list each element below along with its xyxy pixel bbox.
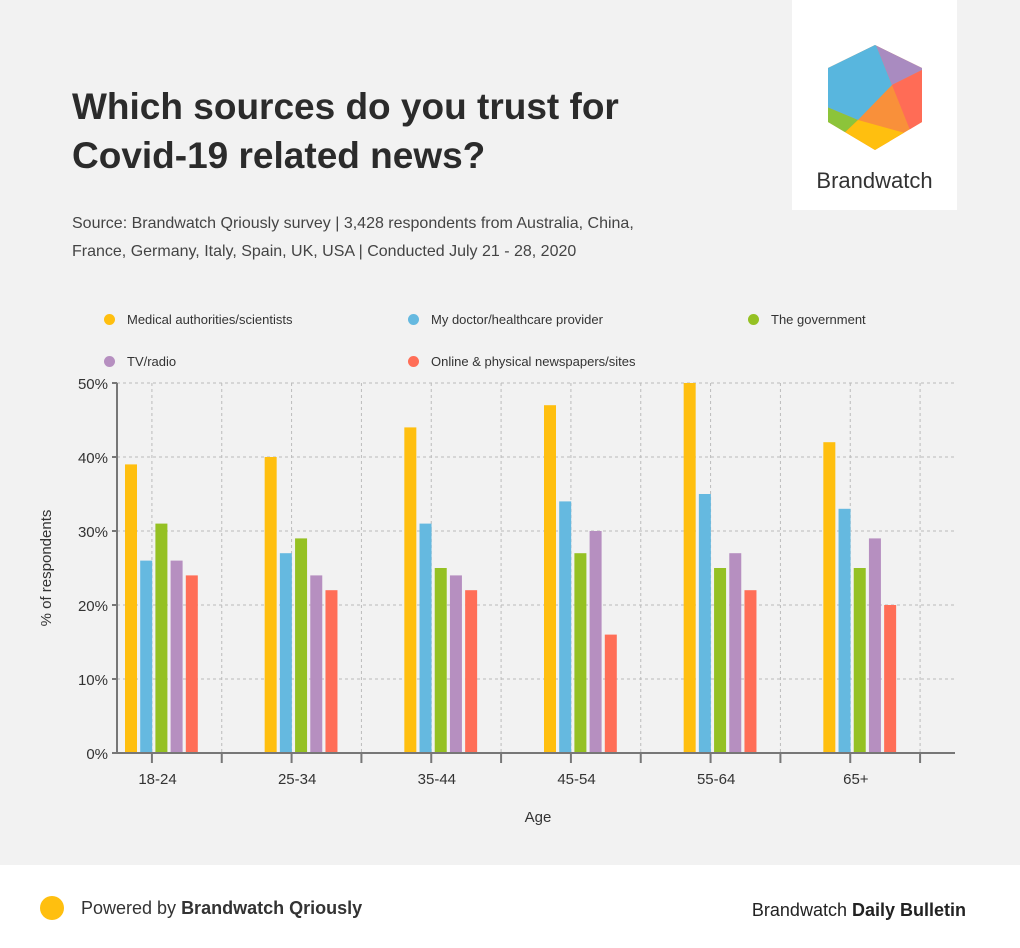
bar-chart: 0% 10% 20% 30% 40% 50% 18-24 25-34 35-44 45-54 55-… <box>38 376 955 826</box>
qriously-dot-icon <box>40 896 64 920</box>
footer: Powered by Brandwatch Qriously Brandwatc… <box>0 865 1020 948</box>
bar-25-34-0 <box>264 457 277 753</box>
legend-label: Online & physical newspapers/sites <box>431 354 636 369</box>
bar-25-34-3 <box>310 575 323 753</box>
bar-65+-0 <box>823 442 836 753</box>
bar-55-64-4 <box>744 590 757 753</box>
bulletin-name: Daily Bulletin <box>851 900 966 920</box>
bar-35-44-1 <box>419 523 432 753</box>
bar-65+-1 <box>838 508 851 753</box>
bar-55-64-2 <box>714 568 727 753</box>
bar-18-24-3 <box>170 560 183 753</box>
legend-swatch <box>408 314 419 325</box>
brandwatch-logo: Brandwatch <box>792 0 957 210</box>
bar-18-24-4 <box>185 575 198 753</box>
x-tick-label: 65+ <box>843 771 869 788</box>
x-tick-label: 35-44 <box>418 771 456 788</box>
y-tick-label: 10% <box>78 672 108 689</box>
legend-label: TV/radio <box>127 354 177 369</box>
bar-25-34-2 <box>295 538 308 753</box>
legend-item-tv: TV/radio <box>104 354 176 369</box>
logo-text: Brandwatch <box>816 168 933 193</box>
x-tick-label: 45-54 <box>557 771 595 788</box>
bulletin-prefix: Brandwatch <box>751 900 852 920</box>
y-tick-label: 0% <box>86 746 108 763</box>
legend-item-newspapers: Online & physical newspapers/sites <box>408 354 636 369</box>
bar-65+-4 <box>884 605 897 753</box>
bar-18-24-1 <box>140 560 153 753</box>
legend-swatch <box>104 314 115 325</box>
bar-35-44-0 <box>404 427 417 753</box>
bar-55-64-3 <box>729 553 742 753</box>
bar-65+-2 <box>853 568 866 753</box>
y-tick-label: 50% <box>78 376 108 393</box>
bar-25-34-4 <box>325 590 338 753</box>
x-tick-label: 55-64 <box>697 771 735 788</box>
legend-swatch <box>104 356 115 367</box>
legend-label: The government <box>771 312 866 327</box>
bar-45-54-2 <box>574 553 587 753</box>
daily-bulletin: Brandwatch Daily Bulletin <box>752 900 966 921</box>
legend-item-medical: Medical authorities/scientists <box>104 312 292 327</box>
bar-35-44-4 <box>465 590 478 753</box>
powered-prefix: Powered by <box>81 898 182 918</box>
x-tick-label: 25-34 <box>278 771 316 788</box>
hexagon-logo-icon <box>828 45 922 150</box>
bar-45-54-3 <box>589 531 602 753</box>
bar-45-54-4 <box>604 634 617 753</box>
legend-item-doctor: My doctor/healthcare provider <box>408 312 603 327</box>
bar-25-34-1 <box>279 553 292 753</box>
bar-35-44-2 <box>434 568 447 753</box>
bar-65+-3 <box>868 538 881 753</box>
page-title: Which sources do you trust for Covid-19 … <box>72 86 619 176</box>
legend-swatch <box>748 314 759 325</box>
bar-18-24-0 <box>125 464 137 753</box>
y-axis-title: % of respondents <box>38 510 55 627</box>
bar-18-24-2 <box>155 523 168 753</box>
x-axis-title: Age <box>525 809 552 826</box>
legend-item-government: The government <box>748 312 866 327</box>
powered-by: Powered by Brandwatch Qriously <box>81 898 362 919</box>
source-note: Source: Brandwatch Qriously survey | 3,4… <box>72 215 634 260</box>
bar-55-64-1 <box>698 494 711 753</box>
bar-45-54-0 <box>544 405 556 753</box>
y-tick-label: 20% <box>78 598 108 615</box>
x-tick-label: 18-24 <box>138 771 176 788</box>
y-tick-label: 40% <box>78 450 108 467</box>
legend-label: Medical authorities/scientists <box>127 312 293 327</box>
bar-35-44-3 <box>449 575 462 753</box>
powered-brand: Brandwatch Qriously <box>181 898 363 918</box>
bar-45-54-1 <box>559 501 572 753</box>
legend-label: My doctor/healthcare provider <box>431 312 603 327</box>
legend-swatch <box>408 356 419 367</box>
bar-55-64-0 <box>683 383 696 753</box>
y-tick-label: 30% <box>78 524 108 541</box>
